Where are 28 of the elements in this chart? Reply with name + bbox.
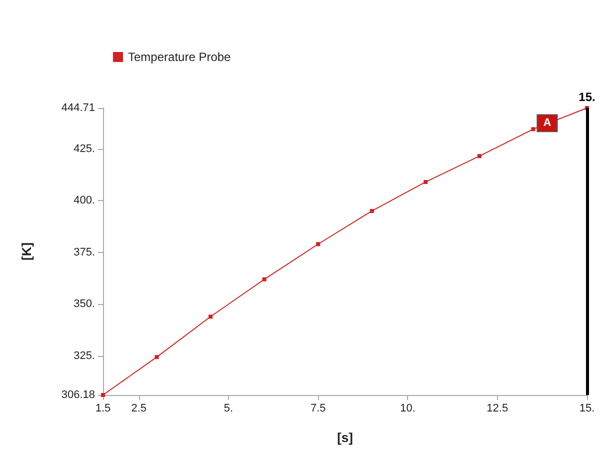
ref-line-label: 15. [578,90,596,104]
y-tick-label: 444.71 [61,102,95,114]
x-tick-label: 10. [400,402,416,414]
x-tick-label: 7.5 [310,402,326,414]
point [316,242,320,246]
point [154,355,159,360]
point [477,154,482,158]
x-tick-label: 15. [579,402,595,414]
y-tick-label: 325. [74,350,95,362]
x-axis-title: [s] [337,430,353,445]
point [424,180,428,184]
point [531,127,536,132]
y-tick-label: 306.18 [61,389,95,401]
x-tick-label: 5. [224,402,234,414]
x-tick-label: 1.5 [95,402,111,414]
point [262,277,266,282]
point [101,393,105,397]
y-tick-label: 425. [74,142,95,155]
y-tick-label: 400. [74,194,95,207]
point [370,208,374,213]
y-tick-label: 350. [74,298,95,310]
x-tick-label: 12.5 [486,402,508,414]
point [208,314,213,319]
y-tick-label: 375. [74,246,95,258]
annotation: A [543,117,552,130]
y-axis-title: [K] [19,242,34,261]
x-tick-label: 2.5 [131,402,146,414]
legend-label: Temperature Probe [128,50,232,64]
